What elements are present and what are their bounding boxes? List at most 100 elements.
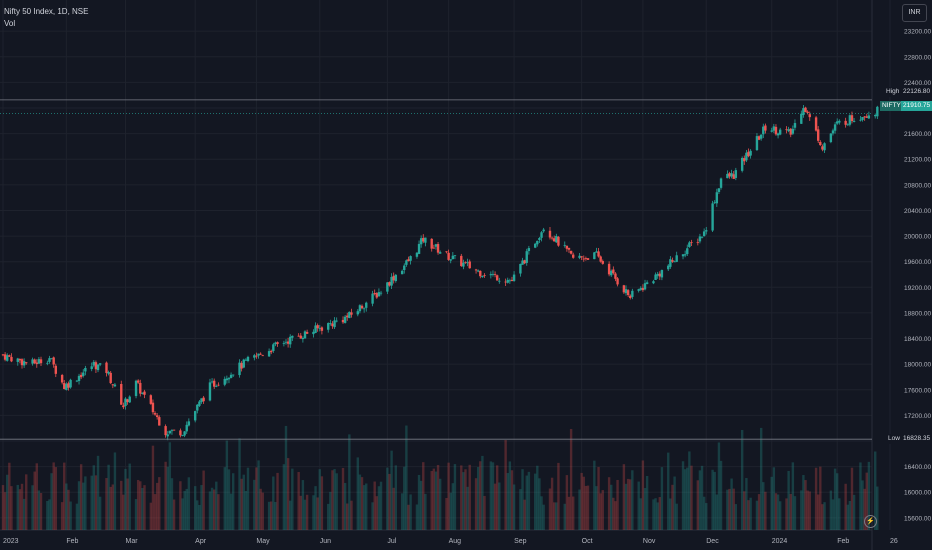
candle-body <box>527 248 531 252</box>
candle-body <box>109 372 112 384</box>
currency-selector[interactable]: INR <box>902 4 927 22</box>
volume-bar <box>519 489 522 530</box>
volume-bar <box>360 477 364 530</box>
candle-body <box>700 236 704 238</box>
volume-bar <box>318 469 321 530</box>
candle-body <box>320 327 324 331</box>
volume-bar <box>200 485 203 530</box>
volume-bar <box>79 464 83 530</box>
volume-bar <box>187 477 191 530</box>
volume-bar <box>495 465 499 530</box>
volume-bar <box>624 483 628 530</box>
candle-body <box>225 378 229 381</box>
high-low-lines <box>0 99 872 440</box>
volume-bar <box>667 452 670 530</box>
volume-bar <box>829 490 833 530</box>
candle-body <box>153 413 157 415</box>
volume-bars <box>1 425 879 530</box>
volume-bar <box>373 481 376 530</box>
candle-body <box>859 119 862 121</box>
volume-bar <box>449 492 452 530</box>
candle-body <box>111 384 115 386</box>
candle-body <box>622 285 626 293</box>
candle-body <box>601 261 604 264</box>
candle-body <box>54 365 57 374</box>
volume-bar <box>445 498 448 530</box>
candle-body <box>776 133 780 136</box>
volume-bar <box>341 467 345 530</box>
volume-bar <box>274 502 277 530</box>
candle-body <box>451 255 455 260</box>
volume-bar <box>198 504 201 530</box>
candle-body <box>343 316 347 323</box>
volume-bar <box>134 499 138 530</box>
candle-body <box>595 251 598 253</box>
candle-body <box>599 256 602 262</box>
candle-body <box>698 236 702 242</box>
candle-body <box>362 308 366 310</box>
volume-bar <box>257 460 260 530</box>
candle-body <box>358 305 362 312</box>
volume-bar <box>734 504 738 530</box>
volume-bar <box>789 493 792 530</box>
volume-bar <box>3 492 7 530</box>
y-tick-label: 15600.00 <box>904 515 931 522</box>
volume-bar <box>409 494 412 530</box>
candle-body <box>656 273 659 276</box>
candle-body <box>749 150 752 156</box>
volume-bar <box>474 478 478 530</box>
candle-body <box>846 124 849 126</box>
volume-bar <box>800 490 803 530</box>
candle-body <box>335 320 338 322</box>
candle-body <box>3 354 7 360</box>
volume-bar <box>291 468 294 530</box>
volume-bar <box>493 483 497 530</box>
candle-body <box>217 384 220 386</box>
candle-body <box>289 336 292 345</box>
volume-bar <box>498 482 501 530</box>
candle-body <box>6 355 9 361</box>
y-tick-label: 16000.00 <box>904 490 931 497</box>
candle-body <box>793 123 797 128</box>
volume-bar <box>700 465 704 530</box>
candle-body <box>390 276 393 286</box>
candle-body <box>607 263 611 275</box>
volume-bar <box>375 496 379 530</box>
x-tick-label: 2023 <box>3 538 19 545</box>
volume-bar <box>808 491 811 530</box>
volume-bar <box>468 464 471 530</box>
volume-bar <box>850 467 854 530</box>
volume-bar <box>643 488 647 530</box>
candle-body <box>272 344 275 351</box>
volume-bar <box>776 494 780 530</box>
volume-bar <box>652 499 655 530</box>
candle-body <box>491 274 495 275</box>
volume-bar <box>183 490 186 530</box>
candle-body <box>424 237 427 243</box>
candle-body <box>474 269 478 271</box>
candle-body <box>168 430 172 434</box>
x-tick-label: Feb <box>66 538 78 545</box>
candle-body <box>504 281 507 283</box>
candle-body <box>183 431 186 436</box>
candle-body <box>126 399 129 403</box>
candle-body <box>18 358 22 361</box>
volume-bar <box>728 488 731 530</box>
candle-body <box>800 113 803 124</box>
candle-body <box>377 292 381 297</box>
volume-bar <box>415 504 419 530</box>
volume-bar <box>10 486 13 530</box>
candle-body <box>673 261 676 263</box>
candle-body <box>658 273 662 277</box>
volume-bar <box>462 472 465 530</box>
volume-bar <box>1 485 5 530</box>
candle-body <box>198 401 201 406</box>
candle-body <box>819 141 822 146</box>
volume-bar <box>419 480 423 530</box>
volume-bar <box>479 461 482 530</box>
lightning-icon[interactable]: ⚡ <box>864 515 877 528</box>
candle-body <box>683 254 687 256</box>
volume-bar <box>158 477 161 530</box>
volume-bar <box>453 464 457 530</box>
